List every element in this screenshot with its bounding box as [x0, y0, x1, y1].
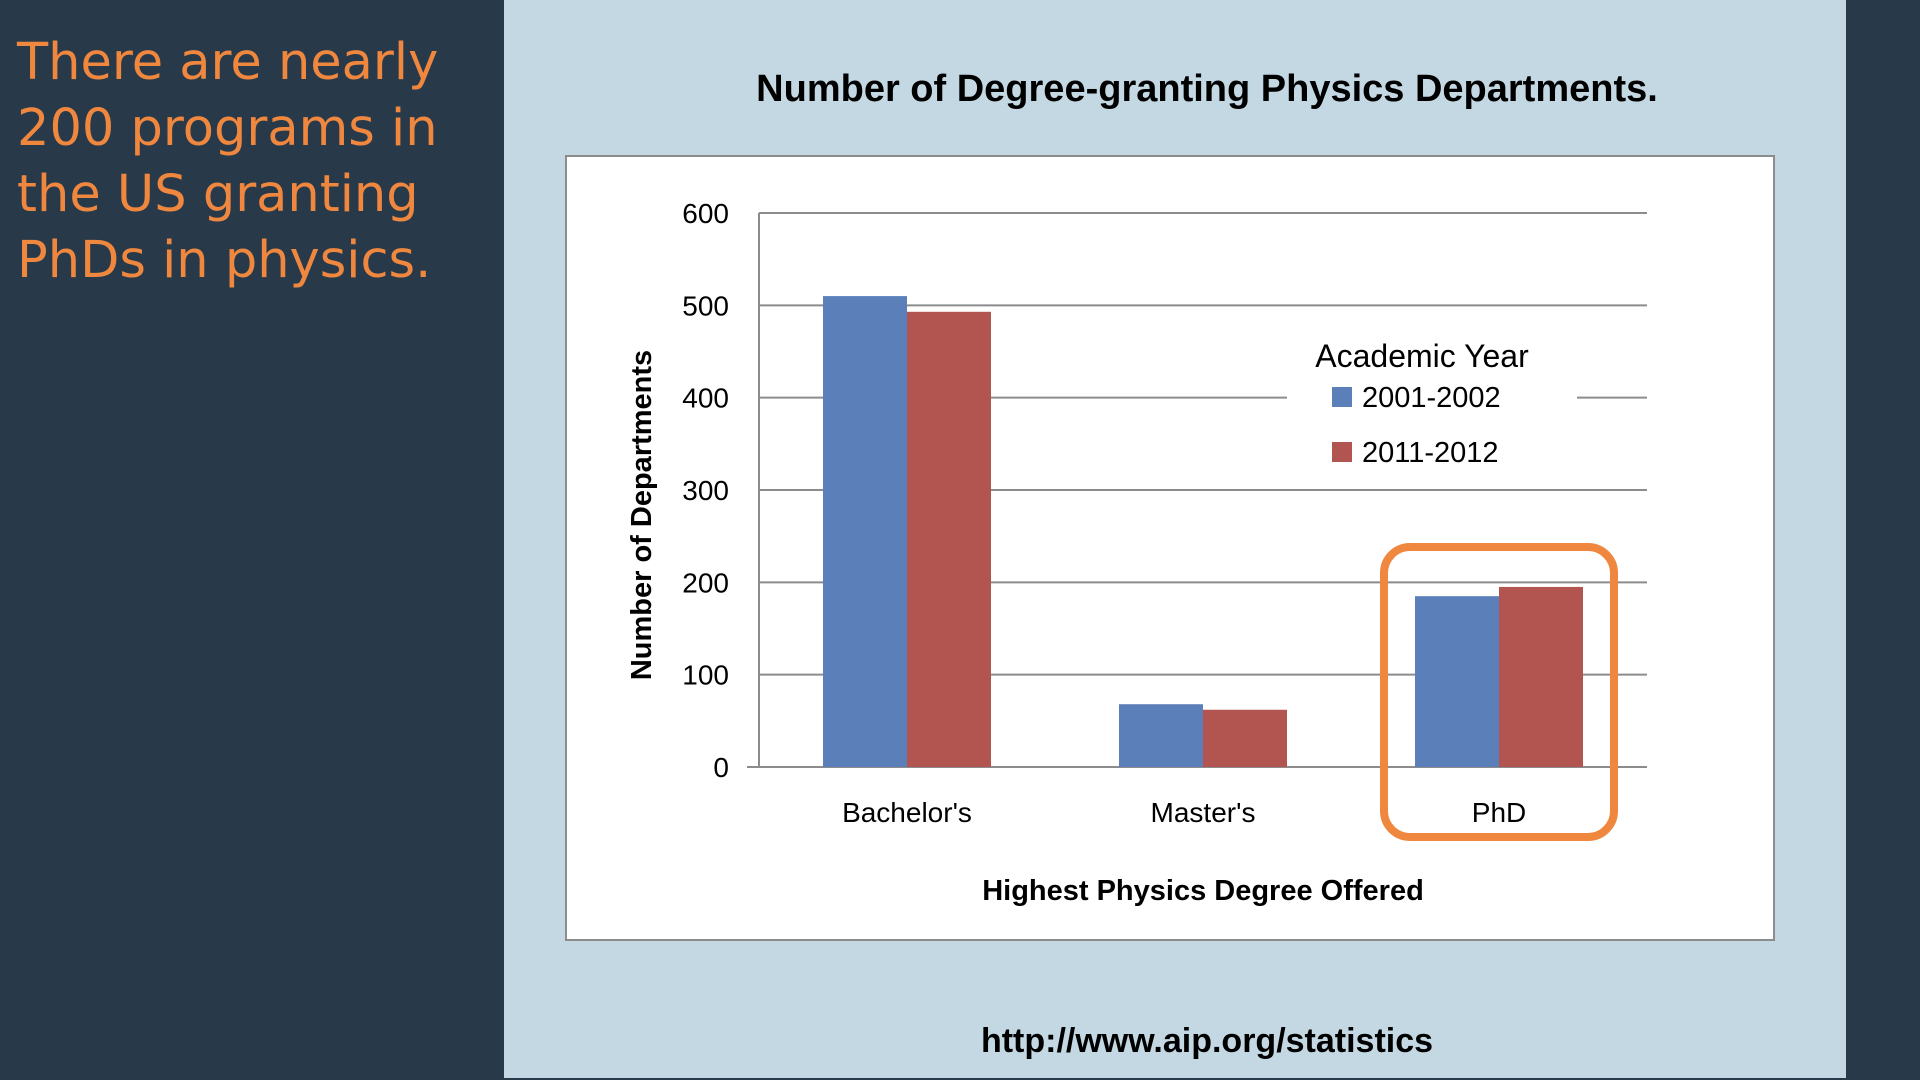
y-tick-label: 300	[682, 475, 729, 506]
x-axis-label: Highest Physics Degree Offered	[982, 875, 1424, 907]
chart-title: Number of Degree-granting Physics Depart…	[756, 68, 1658, 110]
bar-2001-2002-Master's	[1119, 704, 1203, 767]
slide-caption: There are nearly 200 programs in the US …	[17, 33, 439, 290]
legend-label-2011-2012: 2011-2012	[1362, 437, 1499, 469]
y-tick-label: 400	[682, 383, 729, 414]
bar-chart: 0 100 200 300 400 500 600 Bachelor's Master's PhD…	[626, 198, 1647, 907]
legend-label-2001-2002: 2001-2002	[1362, 382, 1501, 414]
bar-2001-2002-Bachelor's	[823, 296, 907, 767]
y-tick-label: 100	[682, 660, 729, 691]
y-tick-label: 500	[682, 290, 729, 321]
bar-2011-2012-Bachelor's	[907, 311, 991, 767]
x-tick-label: Master's	[1151, 797, 1256, 828]
legend-swatch-2011-2012	[1332, 442, 1352, 462]
legend-swatch-2001-2002	[1332, 387, 1352, 407]
slide-panel: Number of Degree-granting Physics Depart…	[504, 0, 1846, 1078]
bar-2001-2002-PhD	[1415, 596, 1499, 767]
phd-highlight-box	[1380, 543, 1618, 841]
bar-2011-2012-Master's	[1203, 709, 1287, 767]
y-tick-label: 0	[713, 752, 729, 783]
x-tick-label: Bachelor's	[842, 797, 972, 828]
y-axis-label: Number of Departments	[626, 350, 658, 680]
chart-frame: 0 100 200 300 400 500 600 Bachelor's Master's PhD…	[565, 155, 1775, 941]
y-tick-label: 600	[682, 198, 729, 229]
source-link[interactable]: http://www.aip.org/statistics	[980, 1022, 1434, 1060]
y-tick-label: 200	[682, 567, 729, 598]
x-tick-label: PhD	[1472, 797, 1526, 828]
bar-2011-2012-PhD	[1499, 586, 1583, 767]
legend-title: Academic Year	[1315, 338, 1529, 374]
